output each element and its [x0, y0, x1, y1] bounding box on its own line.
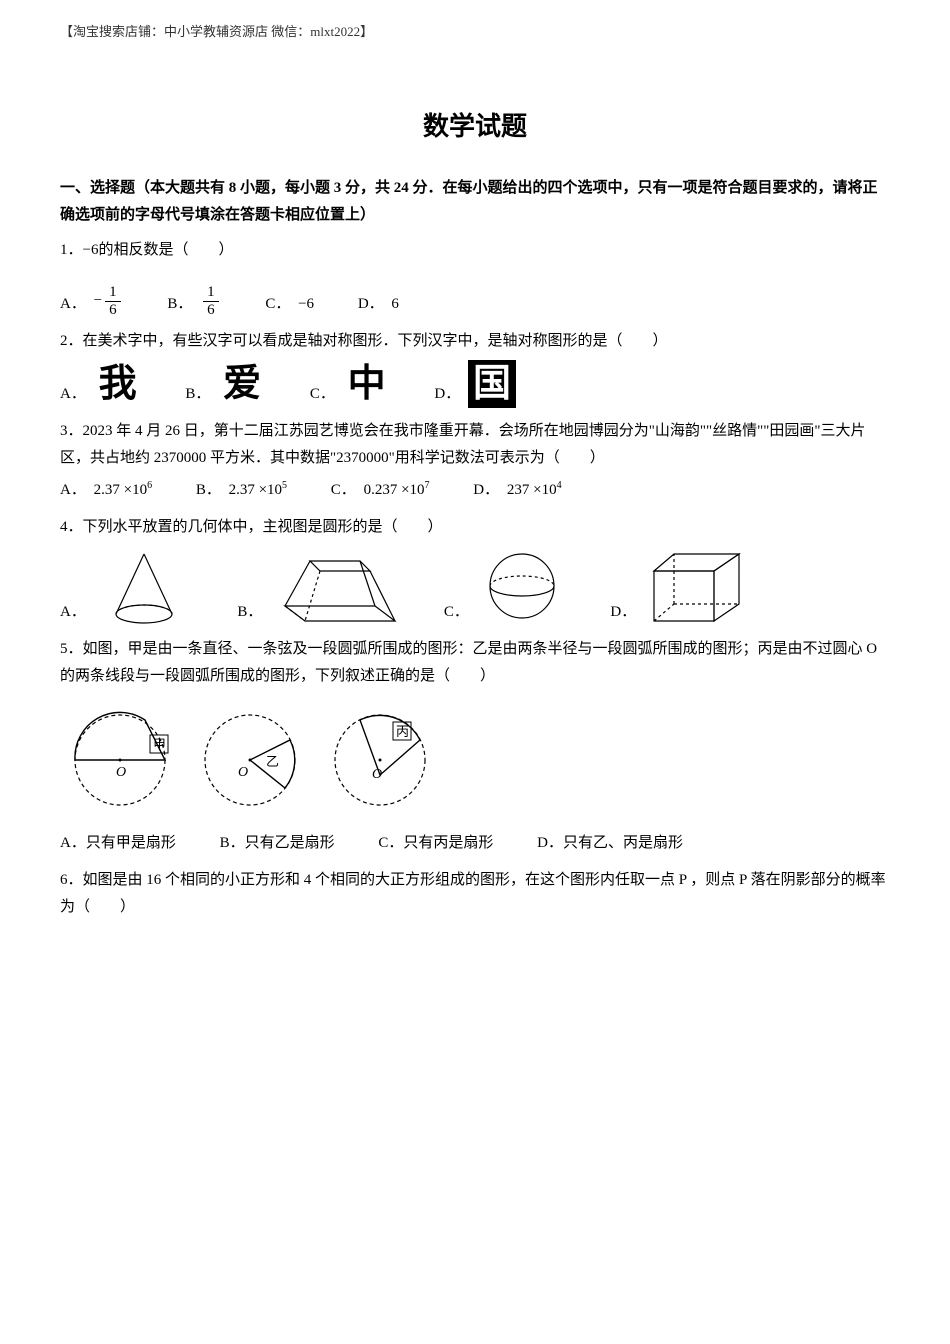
sectors-diagram: O 甲 O 乙 O 丙: [60, 700, 440, 820]
q5-option-b: B．只有乙是扇形: [220, 830, 335, 857]
label-O: O: [372, 767, 382, 782]
q4-option-d: D．: [610, 546, 754, 626]
q2-option-b: B． 爱: [185, 360, 266, 408]
header-note: 【淘宝搜索店铺：中小学教辅资源店 微信：mlxt2022】: [60, 20, 890, 43]
exponent: 7: [425, 480, 430, 491]
option-text: 只有甲是扇形: [86, 835, 176, 851]
q2-option-d: D． 国: [434, 360, 516, 408]
mantissa: 237: [507, 482, 530, 498]
char-zhong: 中: [343, 360, 391, 408]
numerator: 1: [203, 284, 219, 302]
option-label: B．: [167, 291, 192, 318]
question-3: 3．2023 年 4 月 26 日，第十二届江苏园艺博览会在我市隆重开幕．会场所…: [60, 418, 890, 472]
char-guo: 国: [468, 360, 516, 408]
q3-option-b: B． 2.37 ×105: [196, 477, 287, 504]
question-1: 1．−6的相反数是（ ）: [60, 237, 890, 264]
option-label: D．: [610, 599, 636, 626]
frustum-icon: [270, 546, 400, 626]
q5-figure: O 甲 O 乙 O 丙: [60, 700, 890, 820]
option-label: B．: [220, 835, 245, 851]
option-text: 6: [391, 296, 399, 312]
option-label: B．: [196, 477, 221, 504]
option-label: A．: [60, 835, 86, 851]
option-label: C．: [378, 835, 403, 851]
fraction: 16: [203, 284, 219, 318]
cuboid-icon: [644, 546, 754, 626]
q1-options: A． −16 B． 16 C． −6 D． 6: [60, 284, 890, 318]
option-label: B．: [237, 599, 262, 626]
q3-option-d: D． 237 ×104: [473, 477, 561, 504]
label-jia: 甲: [153, 737, 166, 752]
option-text: 只有丙是扇形: [403, 835, 493, 851]
q1-option-b: B． 16: [167, 284, 221, 318]
label-yi: 乙: [266, 754, 279, 769]
base: 10: [132, 482, 147, 498]
sign: −: [94, 293, 102, 309]
option-label: A．: [60, 291, 86, 318]
option-label: A．: [60, 477, 86, 504]
option-label: C．: [331, 477, 356, 504]
q1-stem-val: −6: [83, 242, 99, 258]
q5-option-c: C．只有丙是扇形: [378, 830, 493, 857]
q4-option-a: A．: [60, 546, 194, 626]
option-text: 只有乙、丙是扇形: [563, 835, 683, 851]
char-wo: 我: [94, 360, 142, 408]
option-label: C．: [444, 599, 469, 626]
q3-option-a: A． 2.37 ×106: [60, 477, 152, 504]
q1-option-d: D． 6: [358, 291, 399, 318]
mantissa: 2.37: [94, 482, 120, 498]
q1-stem-prefix: 1．: [60, 242, 83, 258]
option-label: D．: [537, 835, 563, 851]
option-label: C．: [310, 381, 335, 408]
option-label: D．: [358, 291, 384, 318]
q3-option-c: C． 0.237 ×107: [331, 477, 430, 504]
exponent: 4: [557, 480, 562, 491]
q5-option-d: D．只有乙、丙是扇形: [537, 830, 683, 857]
question-2: 2．在美术字中，有些汉字可以看成是轴对称图形．下列汉字中，是轴对称图形的是（ ）: [60, 328, 890, 355]
q2-options: A． 我 B． 爱 C． 中 D． 国: [60, 360, 890, 408]
option-label: B．: [185, 381, 210, 408]
fraction: 16: [105, 284, 121, 318]
base: 10: [267, 482, 282, 498]
denominator: 6: [105, 302, 121, 319]
mantissa: 2.37: [229, 482, 255, 498]
label-bing: 丙: [396, 724, 409, 739]
q4-option-b: B．: [237, 546, 400, 626]
q5-option-a: A．只有甲是扇形: [60, 830, 176, 857]
base: 10: [410, 482, 425, 498]
q1-option-a: A． −16: [60, 284, 124, 318]
section-header: 一、选择题（本大题共有 8 小题，每小题 3 分，共 24 分．在每小题给出的四…: [60, 175, 890, 229]
question-6: 6．如图是由 16 个相同的小正方形和 4 个相同的大正方形组成的图形，在这个图…: [60, 867, 890, 921]
option-label: D．: [434, 381, 460, 408]
q1-stem-suffix: 的相反数是（ ）: [98, 242, 233, 258]
cone-icon: [94, 546, 194, 626]
q4-option-c: C．: [444, 546, 567, 626]
option-label: A．: [60, 381, 86, 408]
base: 10: [542, 482, 557, 498]
q4-options: A． B． C． D．: [60, 546, 890, 626]
option-label: D．: [473, 477, 499, 504]
q2-option-c: C． 中: [310, 360, 391, 408]
label-O: O: [116, 765, 126, 780]
denominator: 6: [203, 302, 219, 319]
numerator: 1: [105, 284, 121, 302]
question-4: 4．下列水平放置的几何体中，主视图是圆形的是（ ）: [60, 514, 890, 541]
label-O: O: [238, 765, 248, 780]
question-5: 5．如图，甲是由一条直径、一条弦及一段圆弧所围成的图形：乙是由两条半径与一段圆弧…: [60, 636, 890, 690]
option-label: C．: [265, 291, 290, 318]
char-ai: 爱: [218, 360, 266, 408]
option-label: A．: [60, 599, 86, 626]
sphere-icon: [477, 546, 567, 626]
q5-options: A．只有甲是扇形 B．只有乙是扇形 C．只有丙是扇形 D．只有乙、丙是扇形: [60, 830, 890, 857]
q1-option-c: C． −6: [265, 291, 314, 318]
exponent: 6: [147, 480, 152, 491]
page-title: 数学试题: [60, 103, 890, 150]
option-text: 只有乙是扇形: [245, 835, 335, 851]
option-text: −6: [298, 296, 314, 312]
mantissa: 0.237: [364, 482, 398, 498]
q2-option-a: A． 我: [60, 360, 142, 408]
q3-options: A． 2.37 ×106 B． 2.37 ×105 C． 0.237 ×107 …: [60, 477, 890, 504]
exponent: 5: [282, 480, 287, 491]
